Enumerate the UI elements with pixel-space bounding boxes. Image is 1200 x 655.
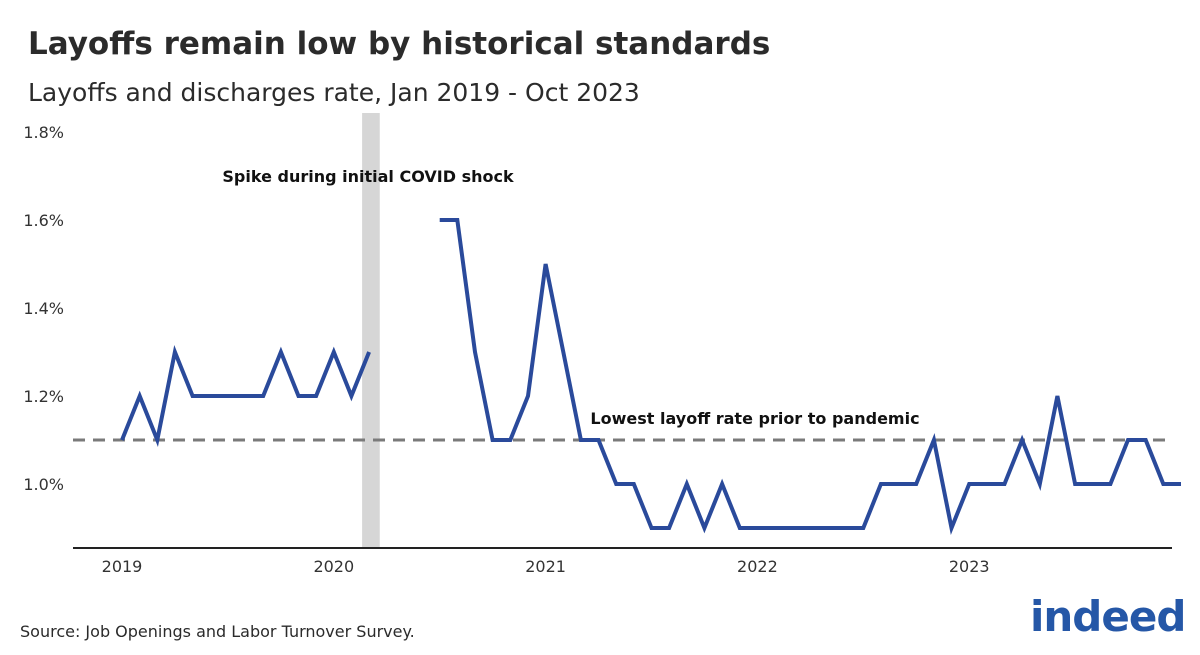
y-tick-label: 1.6% [23, 211, 64, 230]
reference-line-annotation: Lowest layoff rate prior to pandemic [590, 409, 919, 428]
covid-spike-annotation: Spike during initial COVID shock [222, 167, 514, 186]
y-tick-label: 1.8% [23, 123, 64, 142]
y-tick-label: 1.4% [23, 299, 64, 318]
series-line-segment [439, 218, 1181, 535]
x-tick-label: 2023 [949, 557, 990, 576]
x-tick-label: 2021 [525, 557, 566, 576]
chart-subtitle: Layoffs and discharges rate, Jan 2019 - … [28, 78, 640, 107]
x-tick-label: 2020 [313, 557, 354, 576]
series-line-segment [120, 345, 371, 447]
source-note: Source: Job Openings and Labor Turnover … [20, 622, 415, 641]
y-tick-label: 1.0% [23, 475, 64, 494]
chart-title: Layoffs remain low by historical standar… [28, 26, 771, 62]
x-tick-label: 2019 [102, 557, 143, 576]
x-tick-label: 2022 [737, 557, 778, 576]
y-tick-label: 1.2% [23, 387, 64, 406]
indeed-logo: indeed [1030, 592, 1186, 641]
